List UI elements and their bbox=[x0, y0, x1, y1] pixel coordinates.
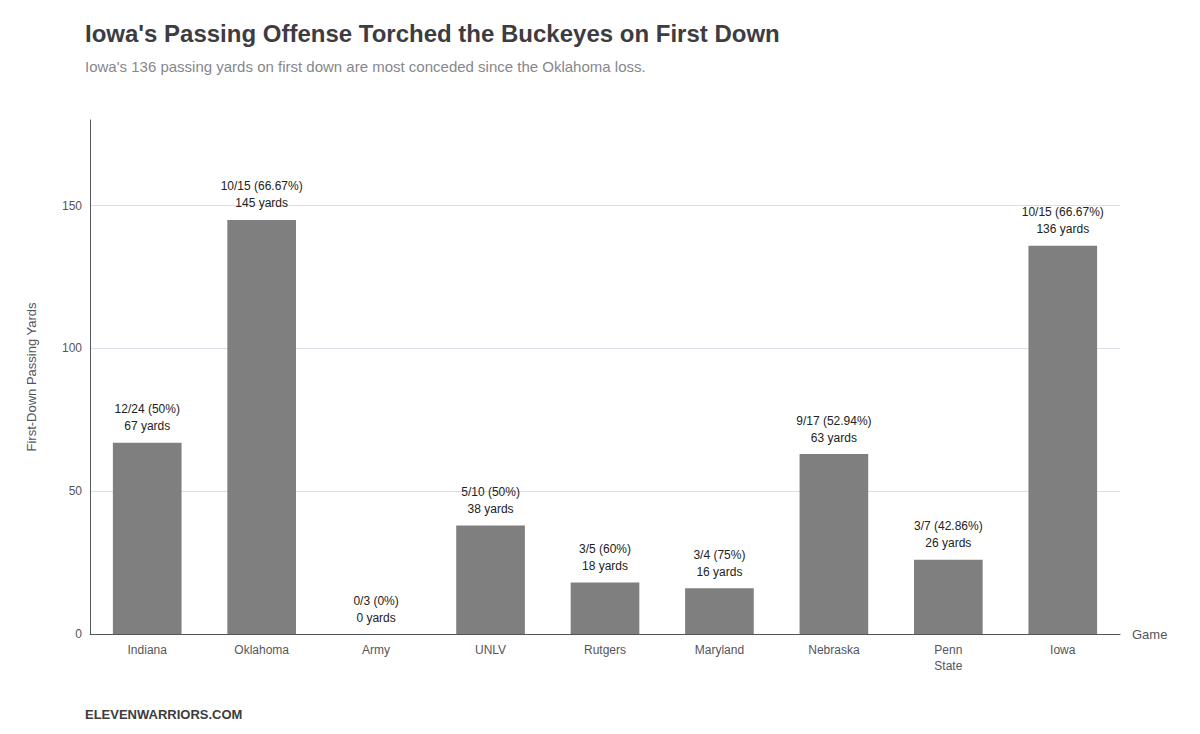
svg-text:3/7 (42.86%): 3/7 (42.86%) bbox=[914, 519, 983, 533]
svg-text:Rutgers: Rutgers bbox=[584, 643, 626, 657]
svg-text:50: 50 bbox=[69, 484, 83, 498]
svg-text:63 yards: 63 yards bbox=[811, 431, 857, 445]
svg-text:5/10 (50%): 5/10 (50%) bbox=[461, 485, 520, 499]
svg-text:Game: Game bbox=[1132, 627, 1167, 642]
svg-text:Indiana: Indiana bbox=[128, 643, 168, 657]
svg-text:16 yards: 16 yards bbox=[696, 565, 742, 579]
svg-text:Oklahoma: Oklahoma bbox=[234, 643, 289, 657]
svg-text:Army: Army bbox=[362, 643, 390, 657]
svg-text:150: 150 bbox=[62, 199, 82, 213]
svg-text:0: 0 bbox=[75, 627, 82, 641]
svg-text:18 yards: 18 yards bbox=[582, 559, 628, 573]
svg-text:3/5 (60%): 3/5 (60%) bbox=[579, 542, 631, 556]
svg-text:26 yards: 26 yards bbox=[925, 536, 971, 550]
svg-text:136 yards: 136 yards bbox=[1036, 222, 1089, 236]
svg-text:67 yards: 67 yards bbox=[124, 419, 170, 433]
svg-text:Iowa's Passing Offense Torched: Iowa's Passing Offense Torched the Bucke… bbox=[85, 20, 780, 47]
svg-text:9/17 (52.94%): 9/17 (52.94%) bbox=[796, 414, 871, 428]
svg-text:10/15 (66.67%): 10/15 (66.67%) bbox=[1022, 205, 1104, 219]
svg-text:3/4 (75%): 3/4 (75%) bbox=[693, 548, 745, 562]
svg-text:State: State bbox=[934, 659, 962, 673]
svg-text:ELEVENWARRIORS.COM: ELEVENWARRIORS.COM bbox=[85, 707, 242, 722]
svg-text:12/24 (50%): 12/24 (50%) bbox=[115, 402, 180, 416]
svg-text:Penn: Penn bbox=[934, 643, 962, 657]
svg-text:10/15 (66.67%): 10/15 (66.67%) bbox=[221, 179, 303, 193]
svg-text:145 yards: 145 yards bbox=[235, 196, 288, 210]
svg-text:UNLV: UNLV bbox=[475, 643, 506, 657]
svg-text:Iowa's 136 passing yards on fi: Iowa's 136 passing yards on first down a… bbox=[85, 58, 646, 75]
svg-text:0 yards: 0 yards bbox=[356, 611, 395, 625]
svg-text:100: 100 bbox=[62, 341, 82, 355]
svg-text:Iowa: Iowa bbox=[1050, 643, 1076, 657]
svg-text:First-Down Passing Yards: First-Down Passing Yards bbox=[24, 302, 39, 452]
svg-text:0/3 (0%): 0/3 (0%) bbox=[353, 594, 398, 608]
svg-text:38 yards: 38 yards bbox=[468, 502, 514, 516]
svg-text:Nebraska: Nebraska bbox=[808, 643, 860, 657]
svg-text:Maryland: Maryland bbox=[695, 643, 744, 657]
